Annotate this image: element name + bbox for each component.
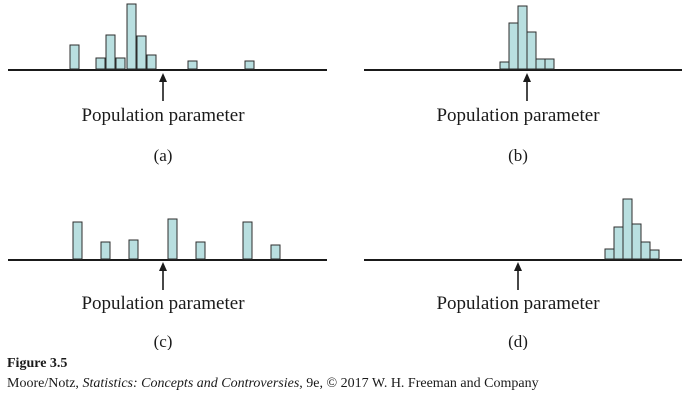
panel-a-bar: [69, 44, 80, 70]
panel-c-bar: [72, 221, 83, 260]
panel-b-bar: [526, 31, 537, 70]
panel-b-label: (b): [508, 146, 528, 165]
panel-b-arrowhead-icon: [523, 73, 531, 82]
panel-d-bar: [622, 198, 633, 260]
panel-b-bar: [517, 5, 528, 70]
panel-b-bar: [499, 61, 510, 70]
panel-c-histogram: [72, 218, 281, 260]
panel-c-bar: [195, 241, 206, 260]
panel-d-label: (d): [508, 332, 528, 350]
panel-a-bar: [187, 60, 198, 70]
panel-a-bar: [105, 34, 116, 70]
panel-c-axis-label: Population parameter: [81, 293, 245, 314]
credit-publisher: , 9e, © 2017 W. H. Freeman and Company: [299, 376, 539, 391]
panel-d-axis-label: Population parameter: [436, 293, 600, 314]
panel-d-bar: [631, 223, 642, 260]
panel-a-bar: [136, 35, 147, 70]
panel-c-bar: [128, 239, 139, 260]
panel-d: Population parameter (d): [364, 198, 682, 350]
panel-b-bar: [544, 58, 555, 70]
panel-b-histogram: [499, 5, 555, 70]
panel-c-bar: [270, 244, 281, 260]
panel-d-bar: [640, 241, 651, 260]
panel-d-bar: [604, 248, 615, 260]
panel-a-bar: [244, 60, 255, 70]
panel-d-histogram: [604, 198, 660, 260]
panel-a-histogram: [69, 3, 255, 70]
panel-a-bar: [126, 3, 137, 70]
panel-d-bar: [649, 249, 660, 260]
credit-book-title: Statistics: Concepts and Controversies: [82, 376, 300, 391]
panel-c-bar: [167, 218, 178, 260]
panel-c-arrowhead-icon: [159, 262, 167, 271]
panel-b-axis-label: Population parameter: [436, 105, 600, 126]
panel-c-bar: [100, 241, 111, 260]
figure-caption-credit: Moore/Notz, Statistics: Concepts and Con…: [7, 376, 539, 392]
panel-c-bar: [242, 221, 253, 260]
figure-caption-title: Figure 3.5: [7, 356, 68, 371]
panel-a-bar: [115, 57, 126, 70]
panel-d-bar: [613, 226, 624, 260]
bias-variability-figure: Population parameter (a) Population para…: [8, 3, 682, 350]
panel-a-arrowhead-icon: [159, 73, 167, 82]
panel-b: Population parameter (b): [364, 5, 682, 165]
panel-b-bar: [508, 22, 519, 70]
panel-a-bar: [95, 57, 106, 70]
panel-c: Population parameter (c): [8, 218, 327, 350]
panel-a: Population parameter (a): [8, 3, 327, 165]
panel-a-bar: [146, 54, 157, 70]
panel-d-arrowhead-icon: [514, 262, 522, 271]
panel-b-bar: [535, 58, 546, 70]
credit-authors: Moore/Notz,: [7, 376, 83, 391]
panel-c-label: (c): [154, 332, 173, 350]
panel-a-label: (a): [154, 146, 173, 165]
panel-a-axis-label: Population parameter: [81, 105, 245, 126]
